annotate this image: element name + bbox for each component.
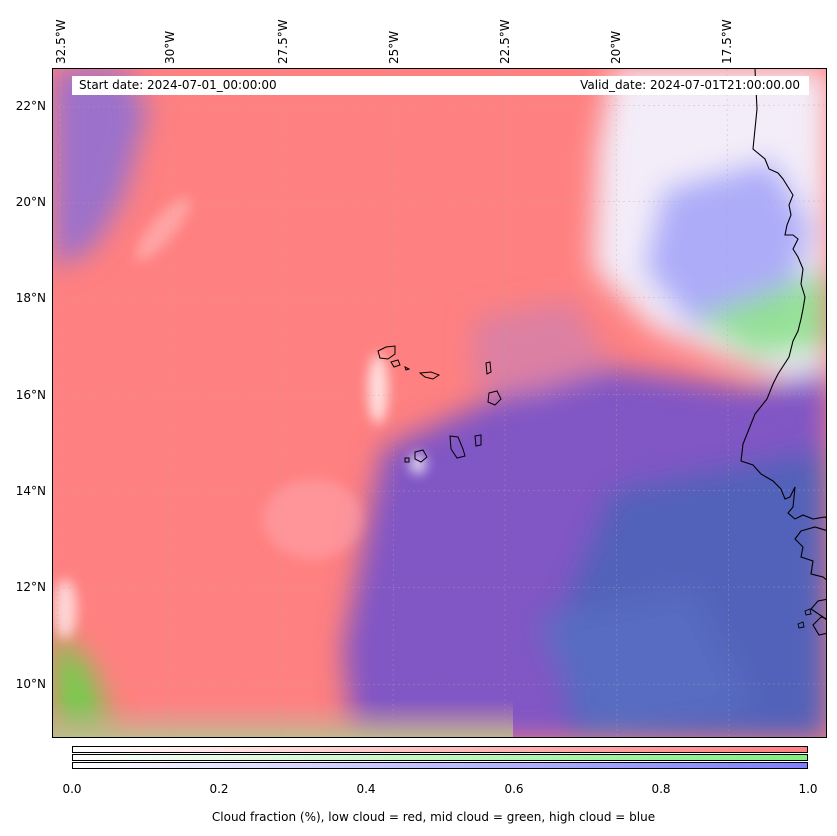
colorbar-tick: 1.0 bbox=[798, 782, 818, 796]
colorbar-tick: 0.0 bbox=[62, 782, 82, 796]
start-date-label: Start date: 2024-07-01_00:00:00 bbox=[79, 78, 277, 92]
colorbar-label: Cloud fraction (%), low cloud = red, mid… bbox=[211, 810, 656, 824]
lon-label: 32.5°W bbox=[54, 19, 68, 64]
lon-label: 20°W bbox=[609, 30, 623, 64]
colorbar-low-cloud bbox=[72, 746, 808, 753]
colorbar-tick: 0.4 bbox=[356, 782, 376, 796]
island-sao-vicente bbox=[390, 359, 401, 368]
high-cloud-patch bbox=[53, 69, 148, 269]
lon-label: 27.5°W bbox=[276, 19, 290, 64]
mixed-cloud-patch bbox=[473, 299, 613, 399]
lat-label: 16°N bbox=[15, 388, 46, 402]
lon-label: 25°W bbox=[387, 30, 401, 64]
colorbar-tick: 0.8 bbox=[651, 782, 671, 796]
clear-sky-streak bbox=[410, 454, 426, 474]
clear-sky-streak bbox=[263, 479, 363, 559]
bottom-cloud-strip bbox=[53, 699, 513, 737]
island-santo-antao bbox=[377, 345, 396, 360]
island-sao-nicolau bbox=[418, 371, 441, 380]
high-cloud-patch bbox=[533, 589, 753, 737]
high-cloud-patch bbox=[643, 159, 813, 329]
lon-label: 22.5°W bbox=[498, 19, 512, 64]
colorbar-tick: 0.6 bbox=[504, 782, 524, 796]
colorbar-tick: 0.2 bbox=[209, 782, 229, 796]
clear-sky-streak bbox=[135, 197, 191, 261]
island-sal bbox=[485, 361, 492, 375]
lon-label: 17.5°W bbox=[720, 19, 734, 64]
date-info-bar: Start date: 2024-07-01_00:00:00 Valid_da… bbox=[72, 76, 809, 95]
african-coastline bbox=[812, 616, 826, 636]
lon-label: 30°W bbox=[163, 30, 177, 64]
mid-cloud-patch bbox=[693, 269, 826, 359]
island-santa-luzia bbox=[404, 366, 411, 371]
clear-sky-streak bbox=[53, 579, 77, 639]
colorbar-mid-cloud bbox=[72, 754, 808, 761]
cloud-map bbox=[53, 69, 826, 737]
lat-label: 22°N bbox=[15, 99, 46, 113]
island-maio bbox=[474, 434, 482, 447]
graticule bbox=[53, 69, 826, 737]
lat-label: 20°N bbox=[15, 195, 46, 209]
island-fogo bbox=[414, 449, 428, 463]
lat-label: 10°N bbox=[15, 677, 46, 691]
clear-sky-streak bbox=[368, 354, 388, 424]
map-panel[interactable] bbox=[52, 68, 827, 738]
lat-label: 14°N bbox=[15, 484, 46, 498]
lat-label: 12°N bbox=[15, 580, 46, 594]
african-coastline bbox=[740, 69, 826, 520]
bijagos-islands bbox=[797, 608, 812, 629]
island-brava bbox=[404, 457, 410, 463]
island-santiago bbox=[449, 435, 466, 459]
african-coastline bbox=[794, 526, 826, 581]
lat-label: 18°N bbox=[15, 291, 46, 305]
cape-verde-islands bbox=[377, 345, 502, 463]
valid-date-label: Valid_date: 2024-07-01T21:00:00.00 bbox=[580, 78, 800, 92]
colorbar-high-cloud bbox=[72, 762, 808, 769]
island-boa-vista bbox=[487, 390, 502, 406]
